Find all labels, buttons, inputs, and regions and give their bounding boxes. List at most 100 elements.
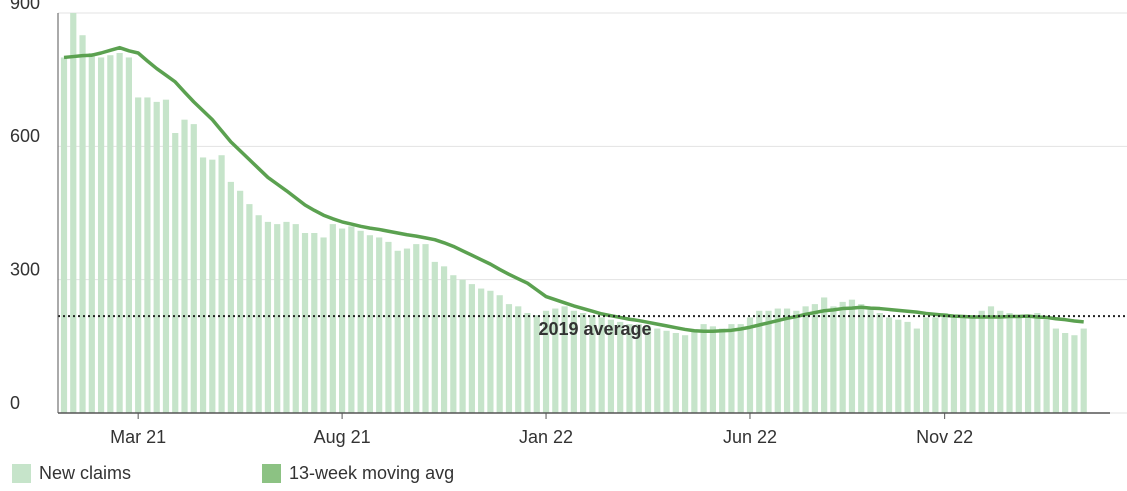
bar bbox=[580, 313, 587, 413]
bar bbox=[1006, 313, 1013, 413]
bar bbox=[227, 181, 234, 413]
bar bbox=[79, 35, 86, 413]
bar bbox=[181, 119, 188, 414]
bar bbox=[311, 233, 318, 413]
bar bbox=[515, 306, 522, 413]
bar bbox=[765, 310, 772, 413]
bar bbox=[672, 333, 679, 413]
bar bbox=[589, 315, 596, 413]
bar bbox=[172, 133, 179, 413]
bar bbox=[237, 190, 244, 413]
y-tick-label: 900 bbox=[10, 0, 40, 13]
bar bbox=[746, 317, 754, 413]
bar bbox=[283, 221, 290, 413]
bar bbox=[339, 228, 346, 413]
x-tick-label: Jun 22 bbox=[723, 427, 777, 447]
bar bbox=[199, 157, 207, 413]
bar bbox=[1071, 335, 1078, 413]
bar bbox=[144, 97, 151, 413]
bar bbox=[783, 308, 791, 413]
bar bbox=[617, 321, 624, 413]
bar bbox=[691, 330, 698, 413]
bar bbox=[598, 317, 605, 413]
bar bbox=[264, 221, 272, 413]
bar bbox=[542, 310, 550, 413]
bar bbox=[450, 275, 457, 413]
bar bbox=[811, 304, 818, 413]
bar bbox=[209, 159, 216, 413]
bar bbox=[1080, 328, 1087, 413]
bar bbox=[301, 233, 309, 413]
bar bbox=[700, 324, 707, 413]
bar bbox=[468, 284, 475, 413]
bar bbox=[88, 53, 95, 413]
bar bbox=[292, 224, 299, 413]
bar bbox=[950, 315, 958, 413]
bar bbox=[904, 321, 911, 413]
legend-swatch bbox=[262, 464, 281, 483]
bar bbox=[802, 306, 809, 413]
bar bbox=[70, 13, 77, 413]
bar bbox=[867, 308, 874, 413]
bar bbox=[459, 279, 466, 413]
bar bbox=[793, 310, 800, 413]
bar bbox=[644, 326, 652, 413]
bar bbox=[394, 250, 401, 413]
bar bbox=[125, 57, 132, 413]
bar bbox=[885, 317, 893, 413]
bar bbox=[932, 317, 939, 413]
bar bbox=[496, 295, 503, 413]
bar bbox=[923, 317, 930, 413]
x-tick-label: Mar 21 bbox=[110, 427, 166, 447]
bar bbox=[97, 57, 105, 413]
y-tick-label: 0 bbox=[10, 393, 20, 413]
bar bbox=[969, 315, 976, 413]
legend-swatch bbox=[12, 464, 31, 483]
bar bbox=[1043, 319, 1050, 413]
bar bbox=[116, 53, 123, 413]
bar bbox=[830, 306, 837, 413]
bar bbox=[626, 324, 633, 413]
bar bbox=[431, 261, 438, 413]
bar bbox=[987, 306, 995, 413]
bar bbox=[570, 310, 577, 413]
bar bbox=[329, 224, 336, 413]
bar bbox=[533, 315, 540, 413]
bar bbox=[913, 328, 920, 413]
bar bbox=[1062, 333, 1069, 413]
bar bbox=[756, 310, 763, 413]
bar bbox=[274, 224, 281, 413]
bar bbox=[607, 319, 615, 413]
bar bbox=[218, 155, 225, 413]
bar bbox=[385, 241, 392, 413]
bar bbox=[348, 226, 355, 413]
bar bbox=[1024, 317, 1032, 413]
bar bbox=[997, 310, 1004, 413]
bar bbox=[737, 324, 744, 413]
bar bbox=[709, 326, 716, 413]
bar bbox=[941, 313, 948, 413]
bar bbox=[190, 124, 197, 413]
bar bbox=[357, 230, 364, 413]
bar bbox=[320, 237, 327, 413]
bar bbox=[1015, 315, 1022, 413]
moving-average-line bbox=[63, 45, 1084, 333]
bar bbox=[422, 244, 429, 413]
bar bbox=[524, 313, 531, 413]
bar bbox=[774, 308, 781, 413]
bar bbox=[162, 99, 170, 414]
bar bbox=[505, 304, 513, 413]
bar bbox=[1052, 328, 1059, 413]
bar bbox=[654, 328, 661, 413]
bar bbox=[440, 266, 448, 413]
x-tick-label: Jan 22 bbox=[519, 427, 573, 447]
bar bbox=[60, 57, 68, 413]
x-tick-label: Aug 21 bbox=[314, 427, 371, 447]
bar bbox=[366, 235, 374, 413]
bar bbox=[821, 297, 828, 413]
reference-label: 2019 average bbox=[538, 319, 651, 339]
bar bbox=[663, 330, 670, 413]
bar bbox=[552, 308, 559, 413]
bar bbox=[403, 248, 411, 413]
bar bbox=[719, 328, 726, 413]
